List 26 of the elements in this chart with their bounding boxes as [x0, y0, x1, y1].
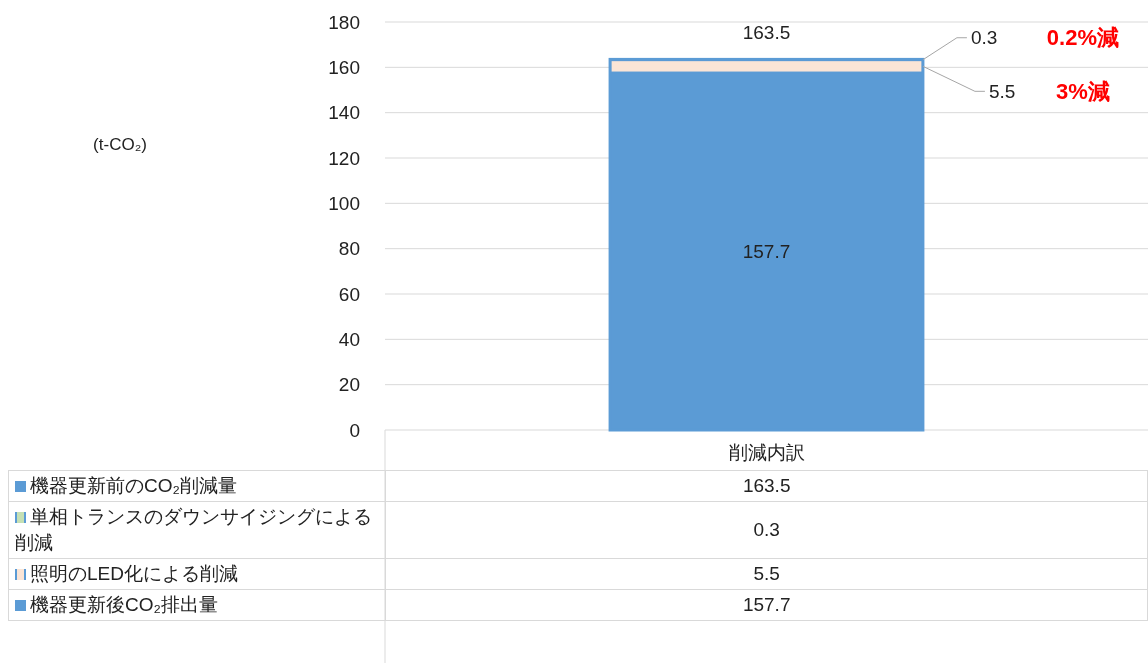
legend-label: 機器更新前のCO₂削減量	[8, 470, 386, 502]
annotation: 0.2%減	[1046, 25, 1119, 51]
y-tick-label: 160	[328, 56, 360, 78]
y-tick-label: 0	[349, 419, 360, 441]
y-tick-label: 40	[338, 328, 360, 350]
y-tick-label: 140	[328, 102, 360, 124]
text: 5.5	[753, 563, 780, 584]
x-tick-label: 削減内訳	[728, 441, 805, 463]
y-tick-label: 180	[328, 11, 360, 33]
data-label: 5.5	[988, 80, 1016, 102]
legend-label: 単相トランスのダウンサイジングによる削減	[8, 501, 386, 559]
y-tick-label: 120	[328, 147, 360, 169]
legend-label: 機器更新後CO₂排出量	[8, 589, 386, 621]
y-tick-label: 20	[338, 374, 360, 396]
text: (t-CO₂)	[93, 134, 147, 154]
data-label: 163.5	[742, 21, 791, 43]
y-tick-label: 100	[328, 192, 360, 214]
y-tick-label: 60	[338, 283, 360, 305]
y-tick-label: 80	[338, 238, 360, 260]
data-label: 157.7	[742, 240, 791, 262]
data-label: 0.3	[970, 27, 998, 49]
text: 157.7	[742, 594, 791, 615]
text: 163.5	[742, 475, 791, 496]
annotation: 3%減	[1056, 78, 1110, 104]
text: 0.3	[753, 519, 780, 540]
legend-label: 照明のLED化による削減	[8, 558, 386, 590]
